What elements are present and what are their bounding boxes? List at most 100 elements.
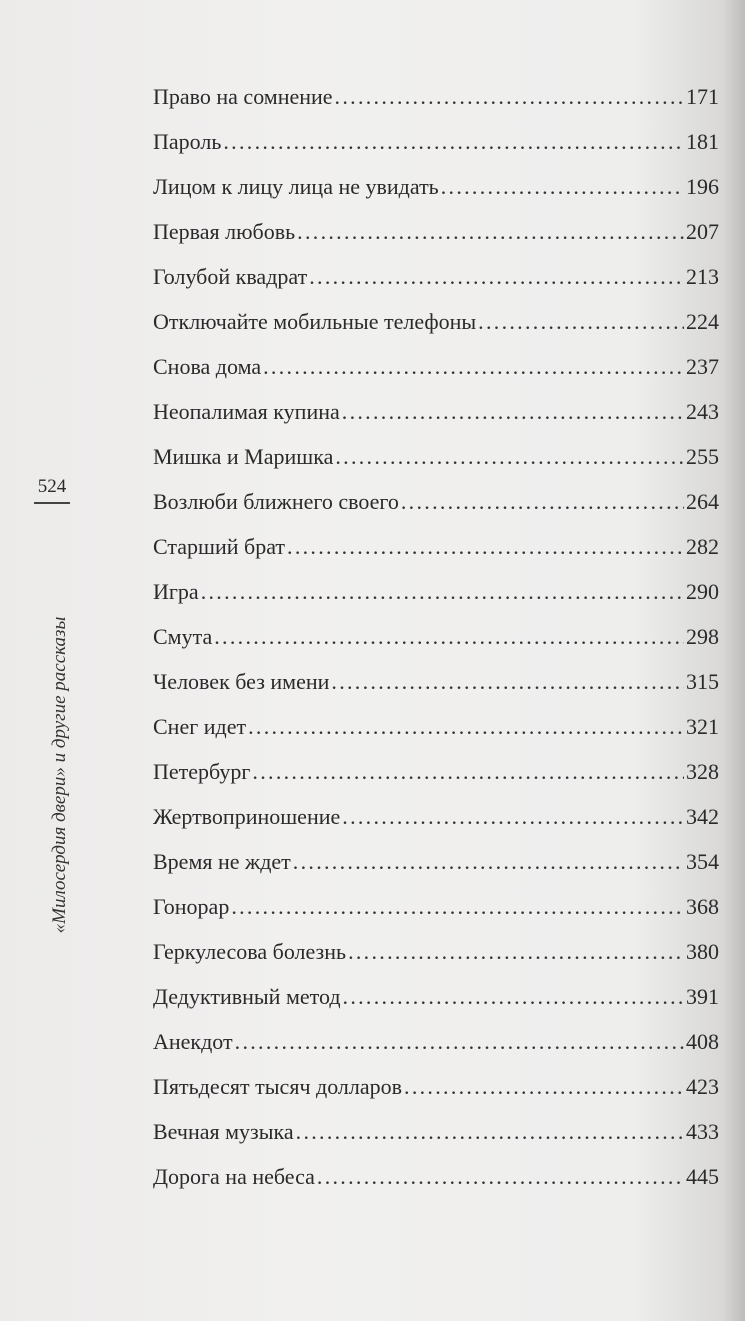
toc-entry-title: Мишка и Маришка (153, 444, 334, 469)
toc-entry: Лицом к лицу лица не увидать 196 (153, 164, 719, 209)
toc-entry-title: Смута (153, 624, 213, 649)
dot-leader (401, 479, 684, 524)
toc-entry: Игра 290 (153, 569, 719, 614)
toc-entry-title: Старший брат (153, 534, 286, 559)
dot-leader (309, 254, 684, 299)
toc-entry: Снег идет 321 (153, 704, 719, 749)
toc-entry-title: Пароль (153, 129, 222, 154)
toc-entry-page: 298 (686, 624, 719, 649)
toc-entry-page: 368 (686, 894, 719, 919)
toc-entry-page: 391 (686, 984, 719, 1009)
toc-entry: Первая любовь 207 (153, 209, 719, 254)
toc-entry-page: 207 (686, 219, 719, 244)
dot-leader (478, 299, 684, 344)
toc-entry-title: Вечная музыка (153, 1119, 294, 1144)
toc-entry: Дедуктивный метод 391 (153, 974, 719, 1019)
toc-entry: Вечная музыка 433 (153, 1109, 719, 1154)
toc-entry-page: 380 (686, 939, 719, 964)
toc-entry: Гонорар 368 (153, 884, 719, 929)
toc-entry-title: Отключайте мобильные телефоны (153, 309, 477, 334)
toc-entry-page: 264 (686, 489, 719, 514)
dot-leader (404, 1064, 684, 1109)
toc-entry-title: Человек без имени (153, 669, 330, 694)
dot-leader (235, 1019, 684, 1064)
toc-entry: Голубой квадрат 213 (153, 254, 719, 299)
toc-entry-title: Снег идет (153, 714, 247, 739)
toc-entry-page: 213 (686, 264, 719, 289)
toc-entry-title: Голубой квадрат (153, 264, 308, 289)
toc-entry: Человек без имени 315 (153, 659, 719, 704)
toc-entry-page: 445 (686, 1164, 719, 1189)
dot-leader (331, 659, 684, 704)
toc-entry: Геркулесова болезнь 380 (153, 929, 719, 974)
toc-entry-page: 321 (686, 714, 719, 739)
toc-entry-title: Петербург (153, 759, 251, 784)
toc-entry-page: 243 (686, 399, 719, 424)
dot-leader (343, 974, 684, 1019)
toc-entry-title: Пятьдесят тысяч долларов (153, 1074, 403, 1099)
toc-entry-page: 354 (686, 849, 719, 874)
toc-entry-title: Лицом к лицу лица не увидать (153, 174, 439, 199)
toc-entry-page: 423 (686, 1074, 719, 1099)
toc-entry-page: 196 (686, 174, 719, 199)
toc-entry-page: 290 (686, 579, 719, 604)
dot-leader (223, 119, 684, 164)
toc-entry-title: Жертвоприношение (153, 804, 341, 829)
toc-entry-page: 237 (686, 354, 719, 379)
dot-leader (335, 434, 684, 479)
toc-entry-title: Дедуктивный метод (153, 984, 341, 1009)
toc-entry-page: 408 (686, 1029, 719, 1054)
toc-entry: Пароль 181 (153, 119, 719, 164)
toc-entry-title: Первая любовь (153, 219, 296, 244)
dot-leader (287, 524, 684, 569)
toc-entry-title: Право на сомнение (153, 84, 333, 109)
toc-entry-page: 224 (686, 309, 719, 334)
dot-leader (201, 569, 684, 614)
toc-entry-page: 181 (686, 129, 719, 154)
dot-leader (263, 344, 684, 389)
toc-entry-title: Анекдот (153, 1029, 233, 1054)
toc-entry: Петербург 328 (153, 749, 719, 794)
dot-leader (297, 209, 684, 254)
toc-entry: Дорога на небеса 445 (153, 1154, 719, 1199)
page-number-rule (34, 502, 70, 504)
dot-leader (293, 839, 684, 884)
toc-entry-page: 342 (686, 804, 719, 829)
toc-entry-page: 282 (686, 534, 719, 559)
dot-leader (296, 1109, 684, 1154)
toc-entry-page: 315 (686, 669, 719, 694)
toc-entry-title: Время не ждет (153, 849, 291, 874)
toc-entry: Пятьдесят тысяч долларов 423 (153, 1064, 719, 1109)
toc-entry-title: Неопалимая купина (153, 399, 340, 424)
dot-leader (231, 884, 684, 929)
dot-leader (248, 704, 684, 749)
toc-entry-page: 255 (686, 444, 719, 469)
toc-entry: Жертвоприношение 342 (153, 794, 719, 839)
toc-entry: Анекдот 408 (153, 1019, 719, 1064)
toc-entry-page: 433 (686, 1119, 719, 1144)
toc-entry-title: Игра (153, 579, 199, 604)
toc-entry-title: Гонорар (153, 894, 230, 919)
toc-entry-title: Возлюби ближнего своего (153, 489, 399, 514)
toc-entry: Отключайте мобильные телефоны 224 (153, 299, 719, 344)
toc-entry-page: 171 (686, 84, 719, 109)
dot-leader (252, 749, 684, 794)
toc-entry: Снова дома 237 (153, 344, 719, 389)
dot-leader (335, 74, 684, 119)
toc-entry: Право на сомнение 171 (153, 74, 719, 119)
toc-entry-title: Снова дома (153, 354, 262, 379)
toc-entry: Время не ждет 354 (153, 839, 719, 884)
toc-entry: Старший брат 282 (153, 524, 719, 569)
toc-entry-title: Геркулесова болезнь (153, 939, 347, 964)
toc-entry-title: Дорога на небеса (153, 1164, 315, 1189)
table-of-contents: Право на сомнение 171 Пароль 181 Лицом к лиц… (153, 74, 719, 1199)
toc-entry: Возлюби ближнего своего 264 (153, 479, 719, 524)
dot-leader (214, 614, 684, 659)
page-number: 524 (37, 476, 67, 497)
dot-leader (317, 1154, 684, 1199)
toc-entry: Смута 298 (153, 614, 719, 659)
dot-leader (441, 164, 684, 209)
toc-entry: Неопалимая купина 243 (153, 389, 719, 434)
dot-leader (342, 389, 684, 434)
dot-leader (342, 794, 684, 839)
